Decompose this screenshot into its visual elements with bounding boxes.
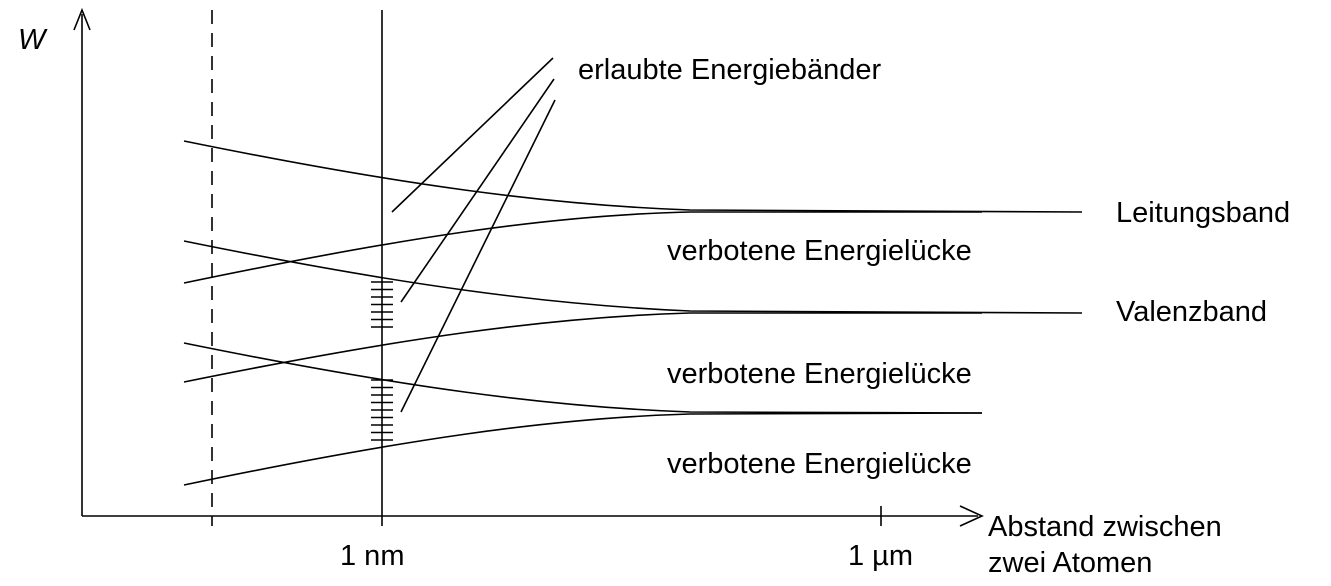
lower-band-lower-edge bbox=[183, 412, 983, 486]
conduction-band-upper-edge bbox=[183, 140, 1083, 213]
discrete-energy-levels bbox=[371, 281, 393, 441]
pointer-line-conduction bbox=[391, 57, 554, 213]
conduction-band-lower-edge bbox=[183, 211, 982, 284]
conduction-band-label: Leitungsband bbox=[1116, 197, 1290, 229]
tick-label-1um: 1 µm bbox=[848, 540, 913, 572]
lower-band-upper-edge bbox=[183, 342, 983, 414]
pointer-line-valence bbox=[400, 78, 555, 303]
y-axis-label: W bbox=[18, 24, 48, 56]
y-axis-arrowhead bbox=[73, 7, 91, 31]
valence-band-lower-edge bbox=[183, 312, 982, 383]
allowed-band-pointers bbox=[391, 57, 556, 413]
axes bbox=[73, 7, 984, 527]
gap-label-middle: verbotene Energielücke bbox=[667, 358, 972, 390]
x-axis-label-line2: zwei Atomen bbox=[988, 547, 1152, 579]
valence-band-upper-edge bbox=[183, 240, 1083, 314]
band-curves bbox=[183, 140, 1083, 486]
gap-label-top: verbotene Energielücke bbox=[667, 235, 972, 267]
pointer-line-lower bbox=[400, 99, 556, 413]
valence-band-label: Valenzband bbox=[1116, 296, 1267, 328]
x-axis-label-line1: Abstand zwischen bbox=[988, 511, 1222, 543]
tick-label-1nm: 1 nm bbox=[340, 540, 404, 572]
gap-label-bottom: verbotene Energielücke bbox=[667, 448, 972, 480]
x-axis-arrowhead bbox=[959, 505, 984, 527]
allowed-bands-label: erlaubte Energiebänder bbox=[578, 54, 881, 86]
